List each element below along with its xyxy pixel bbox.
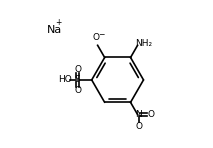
Text: S: S: [75, 75, 81, 84]
Text: O: O: [147, 110, 154, 119]
Text: O: O: [93, 33, 100, 42]
Text: O: O: [135, 122, 142, 131]
Text: O: O: [74, 86, 81, 95]
Text: −: −: [98, 30, 104, 39]
Text: O: O: [74, 65, 81, 74]
Text: NH₂: NH₂: [135, 39, 152, 48]
Text: Na: Na: [47, 25, 63, 35]
Text: +: +: [55, 18, 61, 27]
Text: N: N: [135, 110, 142, 119]
Text: HO: HO: [58, 75, 72, 84]
